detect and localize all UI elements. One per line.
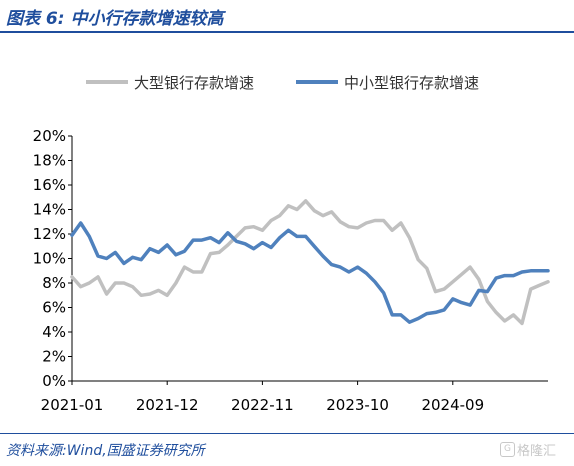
y-tick-label: 0% xyxy=(42,372,66,390)
title-divider xyxy=(0,31,574,33)
line-chart: 大型银行存款增速 中小型银行存款增速 0% 2% 4% 6% 8% 10% 12% 14% 16… xyxy=(33,74,550,414)
source-note: 资料来源:Wind,国盛证券研究所 xyxy=(6,443,205,459)
y-tick-label: 18% xyxy=(33,152,66,170)
y-tick-label: 16% xyxy=(33,176,66,194)
y-tick-label: 6% xyxy=(42,299,66,317)
y-tick-label: 10% xyxy=(33,250,66,268)
footer-divider xyxy=(0,433,574,434)
x-tick-label: 2023-10 xyxy=(326,396,389,414)
y-tick-label: 12% xyxy=(33,225,66,243)
y-tick-label: 14% xyxy=(33,201,66,219)
figure-title: 图表 6: 中小行存款增速较高 xyxy=(6,9,224,29)
x-tick-label: 2021-01 xyxy=(41,396,104,414)
x-tick-label: 2022-11 xyxy=(231,396,294,414)
watermark: G 格隆汇 xyxy=(500,440,556,459)
y-tick-label: 4% xyxy=(42,323,66,341)
series-line-small-medium-banks xyxy=(70,221,550,324)
y-tick-label: 8% xyxy=(42,274,66,292)
chart-legend: 大型银行存款增速 中小型银行存款增速 xyxy=(86,74,479,92)
x-tick-label: 2021-12 xyxy=(136,396,199,414)
legend-label-large-banks: 大型银行存款增速 xyxy=(134,74,254,92)
y-tick-label: 2% xyxy=(42,348,66,366)
gelonghui-logo-icon: G xyxy=(500,442,515,457)
series-line-large-banks xyxy=(70,199,550,326)
legend-label-small-medium-banks: 中小型银行存款增速 xyxy=(344,74,479,92)
watermark-text: 格隆汇 xyxy=(517,444,557,459)
y-tick-label: 20% xyxy=(33,127,66,145)
x-tick-label: 2024-09 xyxy=(421,396,484,414)
